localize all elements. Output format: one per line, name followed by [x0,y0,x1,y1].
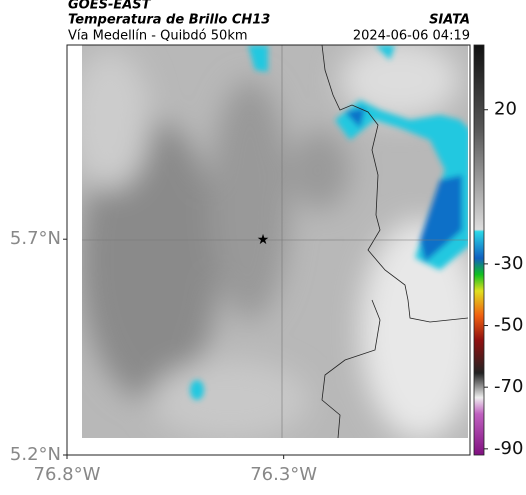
agency: SIATA [429,13,470,28]
product: Temperatura de Brillo CH13 [68,13,270,28]
colorbar-tick-label: -30 [494,253,523,274]
y-tick-label: 5.2°N [10,444,61,465]
svg-text:★: ★ [257,232,270,248]
colorbar-tick-label: -70 [494,376,523,397]
datetime: 2024-06-06 04:19 [353,29,470,44]
colorbar-tick-label: -50 [494,315,523,336]
colorbar-tick-label: 20 [494,99,517,120]
satellite-image: ★ [82,45,468,438]
colorbar-tick-label: -90 [494,438,523,459]
x-tick-label: 76.3°W [250,464,317,485]
source: GOES-EAST [68,0,152,13]
region: Vía Medellín - Quibdó 50km [68,29,248,44]
y-tick-label: 5.7°N [10,228,61,249]
x-tick-label: 76.8°W [34,464,101,485]
